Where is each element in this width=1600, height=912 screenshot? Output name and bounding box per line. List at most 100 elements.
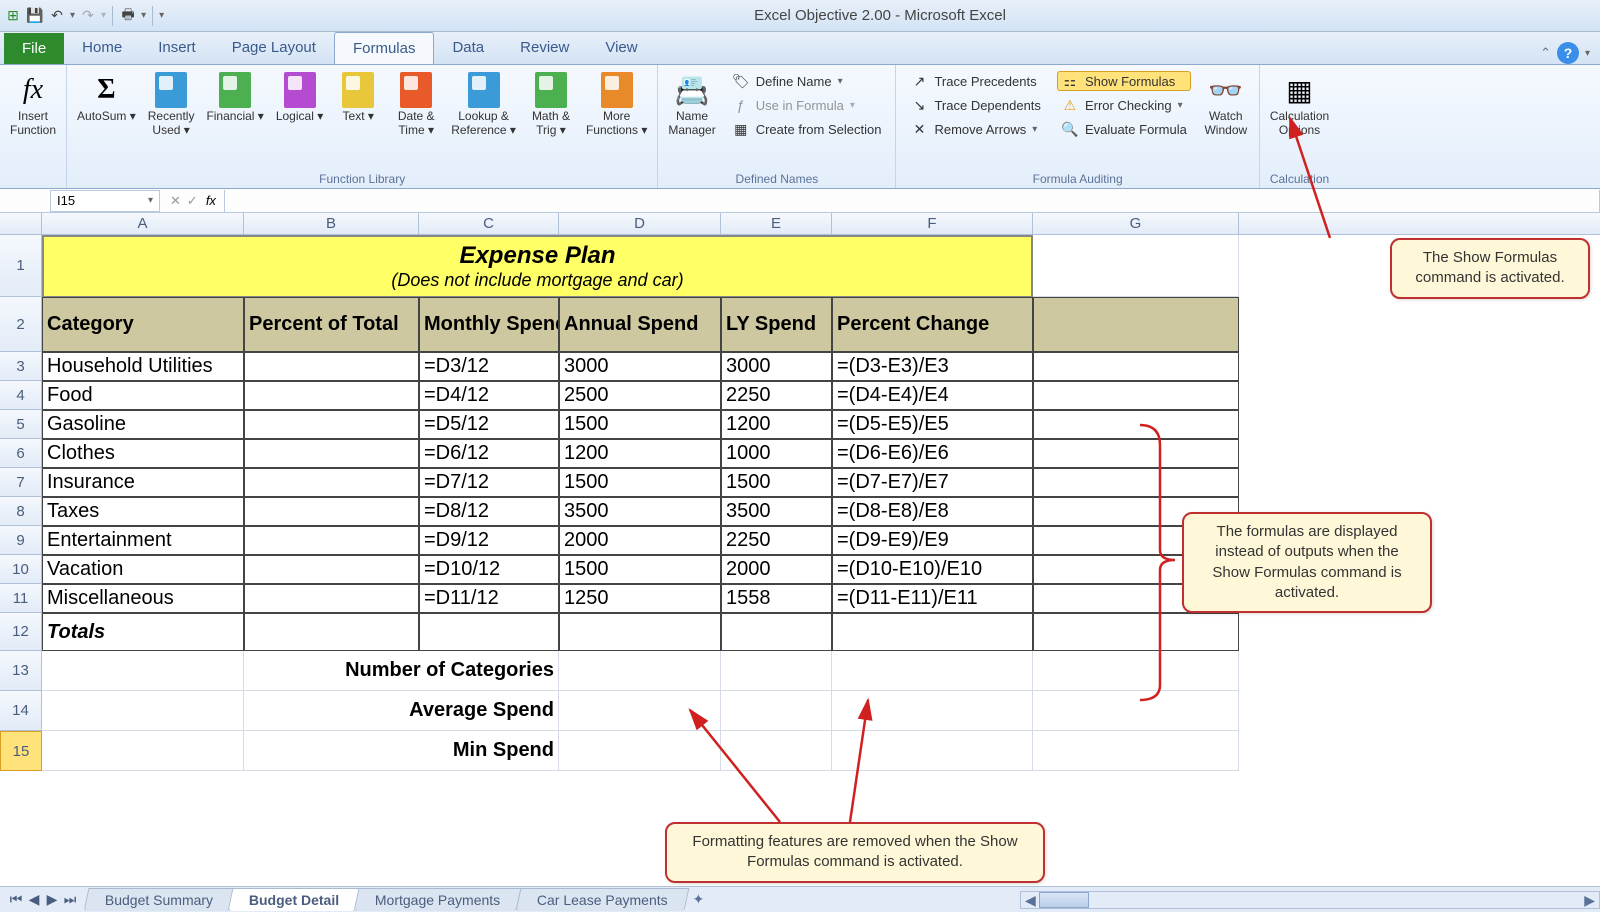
cell[interactable]: =(D7-E7)/E7 bbox=[832, 468, 1033, 497]
row-header-3[interactable]: 3 bbox=[0, 352, 42, 381]
cell[interactable] bbox=[244, 468, 419, 497]
name-box[interactable]: I15 ▾ bbox=[50, 190, 160, 212]
tab-insert[interactable]: Insert bbox=[140, 32, 214, 64]
cell[interactable] bbox=[721, 691, 832, 731]
cell[interactable] bbox=[721, 613, 832, 651]
error-checking-button[interactable]: ⚠Error Checking ▾ bbox=[1057, 95, 1191, 115]
cell[interactable] bbox=[42, 691, 244, 731]
cell[interactable]: Percent of Total bbox=[244, 297, 419, 352]
use-in-formula-button[interactable]: ƒUse in Formula ▾ bbox=[728, 95, 886, 115]
column-header-A[interactable]: A bbox=[42, 213, 244, 234]
cell[interactable] bbox=[721, 651, 832, 691]
select-all-corner[interactable] bbox=[0, 213, 42, 234]
print-icon[interactable]: 🖶 bbox=[119, 7, 137, 25]
cell[interactable] bbox=[832, 651, 1033, 691]
sheet-nav-prev-icon[interactable]: ◀ bbox=[26, 891, 42, 908]
tab-view[interactable]: View bbox=[587, 32, 655, 64]
cell[interactable] bbox=[244, 584, 419, 613]
logical-button[interactable]: Logical ▾ bbox=[272, 69, 327, 125]
name-manager-button[interactable]: 📇 NameManager bbox=[664, 69, 719, 140]
cell[interactable] bbox=[721, 731, 832, 771]
cell[interactable]: =(D4-E4)/E4 bbox=[832, 381, 1033, 410]
cell[interactable] bbox=[832, 613, 1033, 651]
cell[interactable]: Vacation bbox=[42, 555, 244, 584]
cell[interactable]: Percent Change bbox=[832, 297, 1033, 352]
cell[interactable] bbox=[244, 381, 419, 410]
cell[interactable] bbox=[1033, 352, 1239, 381]
cell[interactable]: 1250 bbox=[559, 584, 721, 613]
cell[interactable] bbox=[1033, 297, 1239, 352]
row-header-14[interactable]: 14 bbox=[0, 691, 42, 731]
cell[interactable]: 1200 bbox=[559, 439, 721, 468]
cell[interactable]: Taxes bbox=[42, 497, 244, 526]
tab-data[interactable]: Data bbox=[434, 32, 502, 64]
cell[interactable]: Household Utilities bbox=[42, 352, 244, 381]
help-icon[interactable]: ? bbox=[1557, 42, 1579, 64]
dropdown-icon[interactable]: ▾ bbox=[838, 76, 843, 87]
cell[interactable] bbox=[559, 651, 721, 691]
cell[interactable]: 2500 bbox=[559, 381, 721, 410]
insert-function-button[interactable]: fx InsertFunction bbox=[6, 69, 60, 140]
row-header-5[interactable]: 5 bbox=[0, 410, 42, 439]
recent-button[interactable]: RecentlyUsed ▾ bbox=[144, 69, 199, 140]
cell[interactable] bbox=[1033, 381, 1239, 410]
save-icon[interactable]: 💾 bbox=[26, 7, 44, 25]
cell[interactable]: Average Spend bbox=[244, 691, 559, 731]
sheet-nav-first-icon[interactable]: ⏮ bbox=[8, 891, 24, 908]
define-name-button[interactable]: 🏷Define Name ▾ bbox=[728, 71, 886, 91]
cell[interactable]: Min Spend bbox=[244, 731, 559, 771]
cell[interactable] bbox=[832, 731, 1033, 771]
horizontal-scrollbar[interactable]: ◀ ▶ bbox=[1020, 891, 1600, 909]
cell[interactable]: 2000 bbox=[721, 555, 832, 584]
cell[interactable]: =D6/12 bbox=[419, 439, 559, 468]
datetime-button[interactable]: Date &Time ▾ bbox=[389, 69, 443, 140]
more-button[interactable]: MoreFunctions ▾ bbox=[582, 69, 651, 140]
column-header-E[interactable]: E bbox=[721, 213, 832, 234]
cell[interactable]: 1500 bbox=[559, 468, 721, 497]
cell[interactable]: Food bbox=[42, 381, 244, 410]
cell[interactable]: =(D5-E5)/E5 bbox=[832, 410, 1033, 439]
cell[interactable]: =(D6-E6)/E6 bbox=[832, 439, 1033, 468]
title-cell[interactable]: Expense Plan(Does not include mortgage a… bbox=[42, 235, 1033, 297]
scrollbar-thumb[interactable] bbox=[1039, 892, 1089, 908]
sheet-tab-budget-detail[interactable]: Budget Detail bbox=[228, 888, 361, 911]
tab-formulas[interactable]: Formulas bbox=[334, 32, 435, 64]
cell[interactable]: =D7/12 bbox=[419, 468, 559, 497]
cell[interactable]: 1500 bbox=[559, 555, 721, 584]
minimize-ribbon-icon[interactable]: ⌃ bbox=[1540, 45, 1551, 61]
redo-dropdown-icon[interactable]: ▾ bbox=[101, 10, 106, 21]
cell[interactable]: 1000 bbox=[721, 439, 832, 468]
cell[interactable] bbox=[1033, 439, 1239, 468]
math-button[interactable]: Math &Trig ▾ bbox=[524, 69, 578, 140]
help-dropdown-icon[interactable]: ▾ bbox=[1585, 48, 1590, 59]
cell[interactable]: 2000 bbox=[559, 526, 721, 555]
cell[interactable] bbox=[559, 691, 721, 731]
tab-review[interactable]: Review bbox=[502, 32, 587, 64]
cell[interactable] bbox=[244, 497, 419, 526]
row-header-15[interactable]: 15 bbox=[0, 731, 42, 771]
cell[interactable] bbox=[244, 526, 419, 555]
cell[interactable]: 3000 bbox=[559, 352, 721, 381]
new-sheet-icon[interactable]: ✦ bbox=[692, 891, 704, 908]
tab-page-layout[interactable]: Page Layout bbox=[214, 32, 334, 64]
text-button[interactable]: Text ▾ bbox=[331, 69, 385, 125]
cell[interactable] bbox=[832, 691, 1033, 731]
redo-icon[interactable]: ↷ bbox=[79, 7, 97, 25]
cell[interactable]: =(D10-E10)/E10 bbox=[832, 555, 1033, 584]
row-header-8[interactable]: 8 bbox=[0, 497, 42, 526]
row-header-12[interactable]: 12 bbox=[0, 613, 42, 651]
cell[interactable]: Category bbox=[42, 297, 244, 352]
cell[interactable]: =(D11-E11)/E11 bbox=[832, 584, 1033, 613]
sheet-tab-budget-summary[interactable]: Budget Summary bbox=[84, 888, 235, 911]
cell[interactable] bbox=[244, 613, 419, 651]
sheet-tab-car-lease-payments[interactable]: Car Lease Payments bbox=[515, 888, 689, 911]
column-header-B[interactable]: B bbox=[244, 213, 419, 234]
trace-dependents-button[interactable]: ↘Trace Dependents bbox=[906, 95, 1044, 115]
row-header-1[interactable]: 1 bbox=[0, 235, 42, 297]
cell[interactable] bbox=[244, 352, 419, 381]
cell[interactable]: Totals bbox=[42, 613, 244, 651]
print-dropdown-icon[interactable]: ▾ bbox=[141, 10, 146, 21]
undo-icon[interactable]: ↶ bbox=[48, 7, 66, 25]
cell[interactable]: Annual Spend bbox=[559, 297, 721, 352]
cell[interactable]: =D8/12 bbox=[419, 497, 559, 526]
